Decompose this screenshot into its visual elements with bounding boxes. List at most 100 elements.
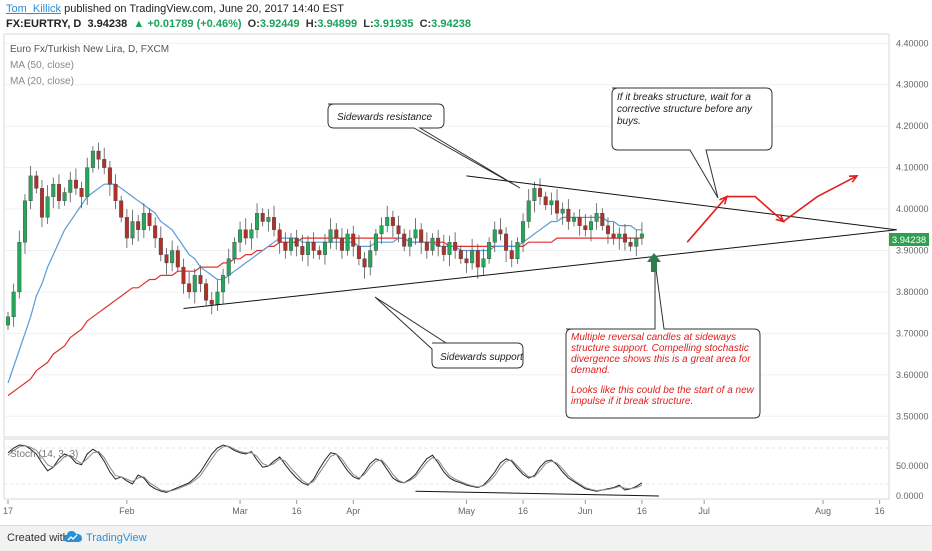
candle-body: [311, 242, 316, 251]
candle-body: [232, 242, 237, 259]
candle: [249, 223, 254, 250]
candle: [175, 245, 180, 273]
candle-body: [221, 275, 226, 293]
candle: [28, 165, 33, 210]
stoch-k-line: [7, 444, 643, 493]
stoch-pane[interactable]: [3, 438, 890, 500]
candle-body: [85, 167, 90, 197]
candle-body: [339, 237, 344, 251]
candle-body: [5, 316, 10, 326]
candle-body: [28, 175, 33, 201]
candle: [283, 232, 288, 259]
candle: [334, 223, 339, 250]
stoch-axis[interactable]: 50.0000 0.0000: [896, 461, 929, 501]
candle: [532, 181, 537, 213]
candle-body: [300, 246, 305, 255]
stoch-divergence-line[interactable]: [415, 490, 659, 497]
publish-info: published on TradingView.com, June 20, 2…: [64, 3, 344, 15]
tradingview-cloud-icon[interactable]: [64, 530, 82, 544]
candle: [447, 235, 452, 267]
candle-body: [39, 188, 44, 218]
candle: [192, 268, 197, 304]
candle-body: [283, 242, 288, 251]
candle-body: [611, 233, 616, 239]
candle-body: [600, 213, 605, 226]
candle: [158, 226, 163, 262]
candle: [141, 203, 146, 239]
candle: [385, 205, 390, 233]
resistance-trendline[interactable]: [466, 175, 897, 231]
candle-body: [419, 229, 424, 243]
breakout-note-wrap: If it breaks structure, wait for a corre…: [617, 92, 753, 127]
candle-body: [204, 283, 209, 301]
candle-body: [226, 258, 231, 276]
tradingview-brand[interactable]: TradingView: [86, 532, 147, 544]
author-link[interactable]: Tom_Killick: [6, 3, 62, 15]
candle-body: [45, 196, 50, 218]
candle-body: [124, 217, 129, 239]
price-tick-label: 4.30000: [896, 80, 929, 90]
candle-body: [107, 167, 112, 185]
trendlines: [183, 175, 897, 310]
candle-body: [255, 213, 260, 230]
candle: [107, 160, 112, 196]
impulse-note: Looks like this could be the start of a …: [571, 385, 754, 407]
candle: [430, 233, 435, 256]
candle: [243, 218, 248, 245]
candle: [509, 240, 514, 268]
candle-body: [351, 233, 356, 247]
time-tick-label: 16: [292, 506, 302, 516]
candle-body: [79, 188, 84, 197]
candle-body: [90, 150, 95, 168]
candle-body: [470, 250, 475, 264]
price-axis[interactable]: 4.40000 4.30000 4.20000 4.10000 4.00000 3.900…: [896, 38, 929, 421]
stoch-d-line: [7, 445, 643, 492]
candle-body: [605, 225, 610, 235]
publish-line: Tom_Killick published on TradingView.com…: [6, 3, 344, 15]
candle: [390, 210, 395, 238]
candle: [147, 208, 152, 231]
candle: [11, 283, 16, 327]
candle-body: [583, 225, 588, 230]
candle-body: [198, 275, 203, 284]
candle-body: [413, 229, 418, 239]
candle: [622, 223, 627, 251]
candle-body: [62, 192, 67, 201]
open-value: 3.92449: [259, 18, 300, 30]
candle: [102, 147, 107, 175]
legend-ma50: MA (50, close): [10, 60, 74, 71]
time-tick-label: Aug: [815, 506, 831, 516]
projection-path[interactable]: [686, 175, 858, 243]
candle: [373, 228, 378, 256]
support-trendline[interactable]: [183, 229, 897, 310]
candle-body: [119, 200, 124, 218]
reversal-note: Multiple reversal candles at sideways st…: [571, 332, 751, 376]
time-axis[interactable]: 17 Feb Mar 16 Apr May 16 Jun 16 Jul Aug 16: [3, 500, 885, 516]
breakout-callout-box: [611, 87, 773, 199]
candle: [475, 243, 480, 279]
time-tick-label: Mar: [232, 506, 248, 516]
candle: [487, 237, 492, 264]
candle: [424, 232, 429, 259]
candle: [232, 237, 237, 264]
candle-body: [277, 229, 282, 243]
stoch-tick-label: 0.0000: [896, 491, 924, 501]
breakout-note: If it breaks structure, wait for a corre…: [617, 92, 753, 127]
price-change: ▲ +0.01789 (+0.46%): [133, 18, 242, 30]
candle-body: [51, 183, 56, 197]
candle-body: [475, 250, 480, 268]
candle: [164, 248, 169, 275]
candle-body: [334, 229, 339, 239]
candle: [119, 195, 124, 223]
price-tick-label: 4.00000: [896, 204, 929, 214]
symbol-label: FX:EURTRY, D: [6, 18, 82, 30]
candle-body: [153, 225, 158, 239]
candle: [526, 189, 531, 229]
candle-body: [521, 221, 526, 243]
candle-body: [492, 229, 497, 243]
candle-body: [368, 250, 373, 268]
footer-bar: Created with TradingView: [0, 525, 932, 551]
price-tick-label: 3.90000: [896, 246, 929, 256]
candle: [396, 215, 401, 243]
